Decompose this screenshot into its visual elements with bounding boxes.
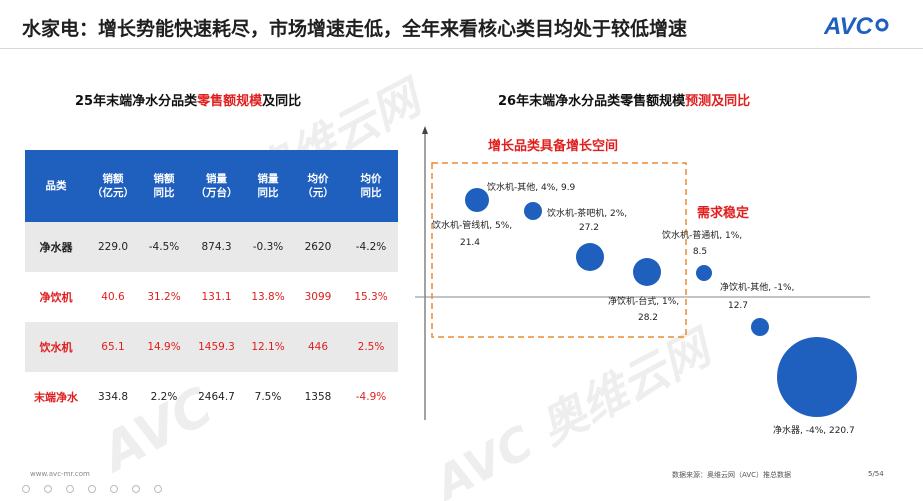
table-header: 品类 销额 （亿元） 销额 同比 销量 （万台） 销量 同比 均价 （元） 均价 同比 [25, 150, 398, 222]
chart-heading: 26年末端净水分品类零售额规模预测及同比 [498, 94, 751, 109]
growth-region-box [431, 162, 687, 338]
bubble-value-label: 27.2 [579, 223, 599, 233]
row-category: 末端净水 [34, 391, 78, 404]
avc-logo: AVC [824, 13, 889, 40]
nav-dot[interactable] [154, 485, 162, 493]
table-cell: -4.9% [355, 391, 387, 403]
bubble-point [465, 188, 489, 212]
page-title: 水家电：增长势能快速耗尽，市场增速走低，全年来看核心类目均处于较低增速 [22, 18, 688, 40]
table-row: 饮水机 65.1 14.9% 1459.3 12.1% 446 2.5% [25, 322, 398, 372]
nav-dot[interactable] [22, 485, 30, 493]
table-cell: 1358 [304, 391, 332, 403]
bubble-label: 饮水机-茶吧机, 2%, [547, 207, 627, 219]
table-cell: 3099 [304, 291, 332, 303]
page-number: 5/54 [868, 470, 884, 478]
bubble-point [777, 337, 857, 417]
bubble-point [696, 265, 712, 281]
table-row: 净饮机 40.6 31.2% 131.1 13.8% 3099 15.3% [25, 272, 398, 322]
row-category: 净水器 [39, 241, 73, 254]
table-cell: -4.2% [355, 241, 387, 253]
table-cell: 13.8% [251, 291, 285, 303]
nav-dot[interactable] [110, 485, 118, 493]
title-divider [0, 48, 923, 49]
bubble-value-label: 12.7 [728, 301, 748, 311]
table-cell: 2464.7 [198, 391, 235, 403]
table-cell: 12.1% [251, 341, 285, 353]
table-cell: 446 [307, 341, 329, 353]
table-cell: -4.5% [148, 241, 180, 253]
table-cell: 31.2% [147, 291, 181, 303]
row-category: 饮水机 [39, 341, 73, 354]
table-cell: 7.5% [254, 391, 282, 403]
bubble-label: 饮水机-普通机, 1%, [662, 229, 742, 241]
column-header: 品类 [45, 180, 67, 192]
table-cell: 874.3 [201, 241, 232, 253]
column-header: 销量 （万台） [195, 173, 238, 199]
column-header: 均价 同比 [360, 173, 382, 199]
stable-annotation: 需求稳定 [697, 206, 750, 221]
footer-source: 数据来源：奥维云网（AVC）推总数据 [672, 471, 792, 479]
table-row: 净水器 229.0 -4.5% 874.3 -0.3% 2620 -4.2% [25, 222, 398, 272]
table-row: 末端净水 334.8 2.2% 2464.7 7.5% 1358 -4.9% [25, 372, 398, 422]
column-header: 均价 （元） [302, 173, 334, 199]
sales-table: 品类 销额 （亿元） 销额 同比 销量 （万台） 销量 同比 均价 （元） 均价 同比 净水器 229.0… [25, 150, 398, 422]
bubble-value-label: 21.4 [460, 238, 480, 248]
table-cell: 40.6 [101, 291, 125, 303]
slide-controls [22, 485, 162, 493]
bubble-label: 净饮机-台式, 1%, [608, 295, 679, 307]
nav-dot[interactable] [88, 485, 96, 493]
table-cell: 2620 [304, 241, 332, 253]
bubble-point [524, 202, 542, 220]
row-category: 净饮机 [39, 291, 73, 304]
table-cell: -0.3% [252, 241, 284, 253]
table-cell: 14.9% [147, 341, 181, 353]
column-header: 销量 同比 [257, 173, 279, 199]
bubble-chart: 饮水机-其他, 4%, 9.9 饮水机-茶吧机, 2%, 27.2 饮水机-管线机, … [415, 126, 870, 436]
table-heading: 25年末端净水分品类零售额规模及同比 [75, 94, 302, 109]
table-cell: 65.1 [101, 341, 125, 353]
svg-text:AVC: AVC [824, 13, 874, 40]
table-cell: 229.0 [97, 241, 129, 253]
nav-dot[interactable] [66, 485, 74, 493]
bubble-label: 饮水机-其他, 4%, 9.9 [487, 181, 576, 193]
nav-dot[interactable] [132, 485, 140, 493]
bubble-point [633, 258, 661, 286]
column-header: 销额 （亿元） [92, 173, 134, 199]
column-header: 销额 同比 [153, 173, 175, 199]
bubble-label: 净饮机-其他, -1%, [720, 281, 794, 293]
table-cell: 15.3% [354, 291, 388, 303]
y-axis-arrow-icon [422, 126, 428, 134]
table-cell: 1459.3 [198, 341, 235, 353]
bubble-point [751, 318, 769, 336]
bubble-point [576, 243, 604, 271]
table-cell: 2.2% [150, 391, 178, 403]
table-cell: 334.8 [97, 391, 129, 403]
footer-url: www.avc-mr.com [30, 470, 90, 478]
bubble-label: 饮水机-管线机, 5%, [432, 219, 512, 231]
bubble-value-label: 8.5 [693, 247, 707, 257]
bubble-label: 净水器, -4%, 220.7 [773, 424, 855, 436]
bubble-value-label: 28.2 [638, 313, 658, 323]
table-cell: 2.5% [357, 341, 385, 353]
nav-dot[interactable] [44, 485, 52, 493]
growth-annotation: 增长品类具备增长空间 [488, 139, 619, 154]
table-cell: 131.1 [201, 291, 232, 303]
